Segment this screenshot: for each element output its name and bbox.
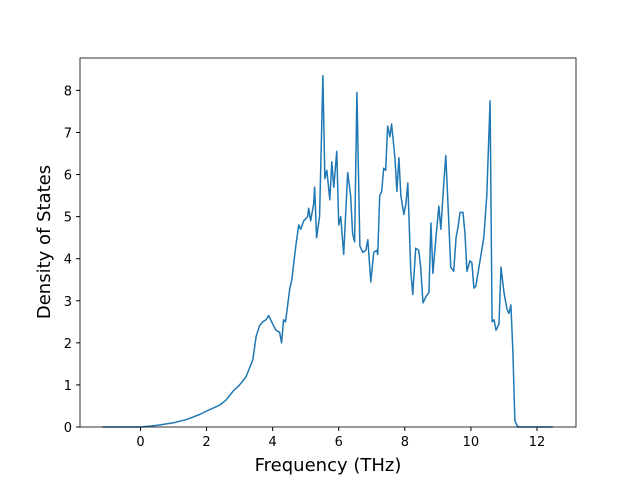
plot-frame (79, 57, 577, 428)
x-tick-label: 6 (335, 435, 343, 450)
x-tick-label: 10 (463, 435, 480, 450)
y-tick-label: 0 (64, 421, 72, 436)
x-tick-label: 8 (401, 435, 409, 450)
y-tick-label: 1 (64, 379, 72, 394)
y-tick-label: 8 (64, 84, 72, 99)
y-tick-label: 5 (64, 211, 72, 226)
x-tick-label: 0 (136, 435, 144, 450)
data-line (102, 74, 553, 428)
y-tick-label: 6 (64, 169, 72, 184)
x-axis-label: Frequency (THz) (255, 455, 402, 476)
x-tick-label: 4 (269, 435, 277, 450)
y-tick-label: 2 (64, 337, 72, 352)
y-tick-label: 7 (64, 126, 72, 141)
x-tick-label: 2 (202, 435, 210, 450)
y-tick-label: 4 (64, 253, 72, 268)
y-axis-label: Density of States (34, 165, 55, 319)
y-tick-label: 3 (64, 295, 72, 310)
x-tick-label: 12 (529, 435, 546, 450)
